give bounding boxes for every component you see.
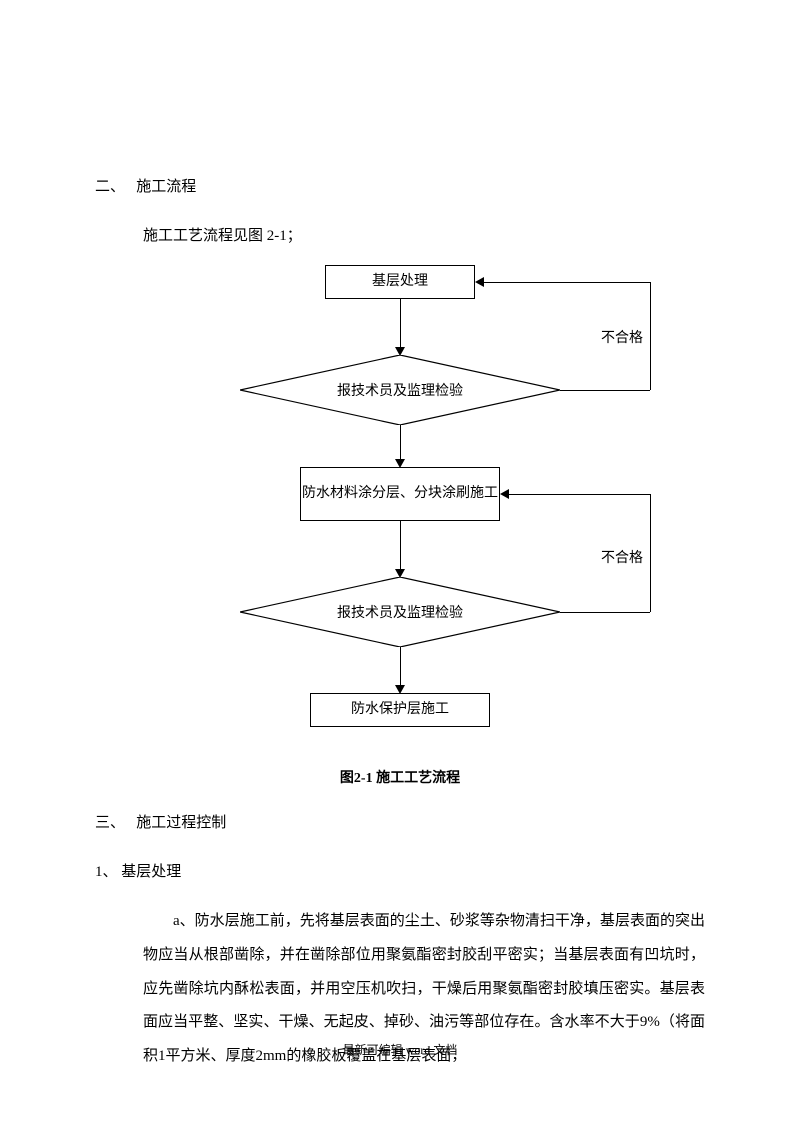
edge-n2-fb-v [650,282,651,390]
node-n2: 报技术员及监理检验 [240,355,560,425]
arrowhead-icon [475,277,484,287]
arrowhead-icon [500,489,509,499]
node-n1-label: 基层处理 [372,271,428,293]
section-2-heading: 二、 施工流程 [95,175,705,196]
edge-n4-n5 [400,647,401,685]
node-n1: 基层处理 [325,265,475,299]
edge-n1-n2 [400,299,401,347]
node-n3: 防水材料涂分层、分块涂刷施工 [300,467,500,521]
edge-n4-fb-v [650,494,651,612]
edge-n4-fb-label: 不合格 [601,547,643,567]
edge-n2-fb-h2 [483,282,650,283]
edge-n4-fb-h2 [508,494,650,495]
edge-n2-n3 [400,425,401,459]
node-n5-label: 防水保护层施工 [351,699,449,721]
flowchart: 基层处理 报技术员及监理检验 不合格 防水材料涂分层、分块涂刷施工 报技术员及监… [95,265,705,755]
node-n4-label: 报技术员及监理检验 [337,602,463,622]
node-n5: 防水保护层施工 [310,693,490,727]
node-n4: 报技术员及监理检验 [240,577,560,647]
section-2-subtext: 施工工艺流程见图 2-1； [143,224,705,245]
page-footer: 最新可编辑 word 文档 [0,1041,800,1058]
edge-n2-fb-h1 [560,390,650,391]
subsection-1-heading: 1、 基层处理 [95,860,705,881]
edge-n4-fb-h1 [560,612,650,613]
node-n3-label: 防水材料涂分层、分块涂刷施工 [302,483,498,505]
node-n2-label: 报技术员及监理检验 [337,380,463,400]
edge-n2-fb-label: 不合格 [601,327,643,347]
section-3-heading: 三、 施工过程控制 [95,811,705,832]
figure-caption: 图2-1 施工工艺流程 [95,767,705,787]
edge-n3-n4 [400,521,401,569]
